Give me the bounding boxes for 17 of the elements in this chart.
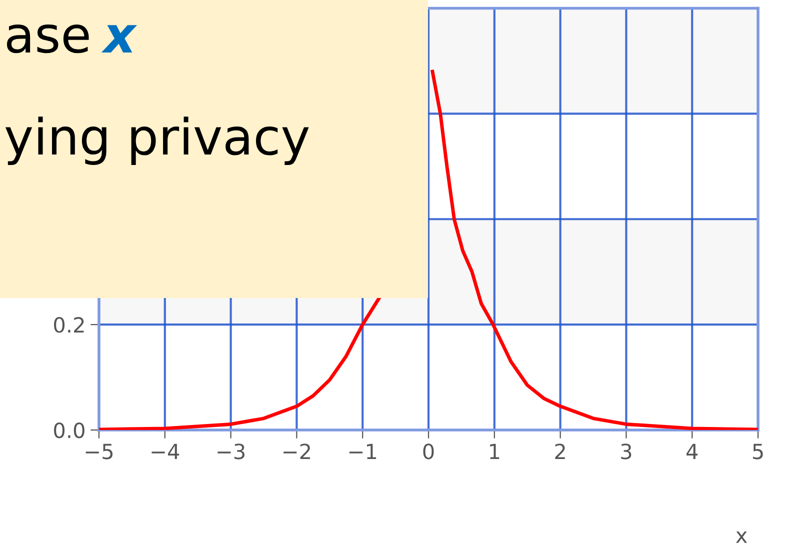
x-tick-label: −3: [218, 444, 244, 460]
x-tick-label: −5: [86, 444, 113, 460]
x-tick-label: −4: [152, 444, 180, 460]
x-tick-label: −1: [349, 444, 376, 460]
x-tick-label: 3: [621, 444, 632, 460]
x-axis-title: x: [736, 531, 748, 543]
annotation: x: [101, 25, 138, 52]
x-tick-label: 1: [490, 444, 500, 460]
x-tick-label: 0: [423, 444, 434, 460]
y-tick-label: 0.0: [54, 422, 84, 438]
x-tick-label: 4: [686, 444, 698, 460]
x-tick-label: −2: [284, 444, 310, 460]
x-tick-label: 5: [753, 444, 763, 460]
annotation: ying privacy: [5, 116, 309, 165]
y-tick-label: 0.2: [54, 317, 84, 333]
text: ase: [6, 24, 89, 54]
x-tick-label: 2: [555, 444, 565, 460]
